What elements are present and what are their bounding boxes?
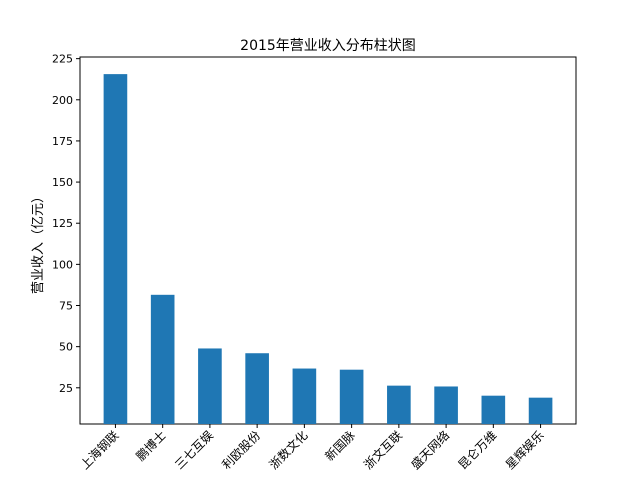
x-tick-label-新国脉: 新国脉 bbox=[322, 428, 358, 464]
bar-三七互娱 bbox=[198, 348, 222, 424]
bar-星辉娱乐 bbox=[528, 397, 553, 424]
axes bbox=[79, 56, 577, 425]
bar-新国脉 bbox=[339, 369, 364, 424]
bars bbox=[103, 74, 553, 425]
y-tick-label-150: 150 bbox=[52, 176, 73, 189]
bar-盛天网络 bbox=[434, 386, 458, 424]
x-tick-label-盛天网络: 盛天网络 bbox=[408, 428, 453, 473]
x-tick-label-利欧股份: 利欧股份 bbox=[219, 428, 263, 472]
bar-昆仑万维 bbox=[481, 395, 506, 424]
y-axis-label: 营业收入（亿元） bbox=[31, 190, 46, 294]
bar-利欧股份 bbox=[245, 353, 269, 424]
plot-frame bbox=[79, 56, 577, 425]
bar-上海钢联 bbox=[103, 74, 128, 425]
x-tick-label-三七互娱: 三七互娱 bbox=[172, 428, 216, 472]
y-tick-label-25: 25 bbox=[59, 382, 73, 395]
y-tick-label-200: 200 bbox=[52, 94, 73, 107]
y-tick-label-125: 125 bbox=[52, 217, 73, 230]
x-tick-label-鹏博士: 鹏博士 bbox=[133, 428, 169, 464]
y-tick-label-175: 175 bbox=[52, 135, 73, 148]
chart-title: 2015年营业收入分布柱状图 bbox=[240, 38, 416, 54]
y-tick-label-75: 75 bbox=[59, 300, 73, 313]
y-tick-label-100: 100 bbox=[52, 258, 73, 271]
x-tick-label-星辉娱乐: 星辉娱乐 bbox=[503, 428, 547, 472]
x-tick-label-浙数文化: 浙数文化 bbox=[266, 428, 311, 473]
bar-浙文互联 bbox=[387, 385, 411, 424]
bar-鹏博士 bbox=[150, 294, 175, 424]
x-tick-label-上海钢联: 上海钢联 bbox=[77, 428, 122, 473]
x-tick-label-昆仑万维: 昆仑万维 bbox=[456, 428, 500, 472]
y-tick-label-50: 50 bbox=[59, 341, 73, 354]
x-tick-label-浙文互联: 浙文互联 bbox=[360, 428, 405, 473]
bar-浙数文化 bbox=[292, 368, 317, 424]
y-tick-label-225: 225 bbox=[52, 53, 73, 66]
